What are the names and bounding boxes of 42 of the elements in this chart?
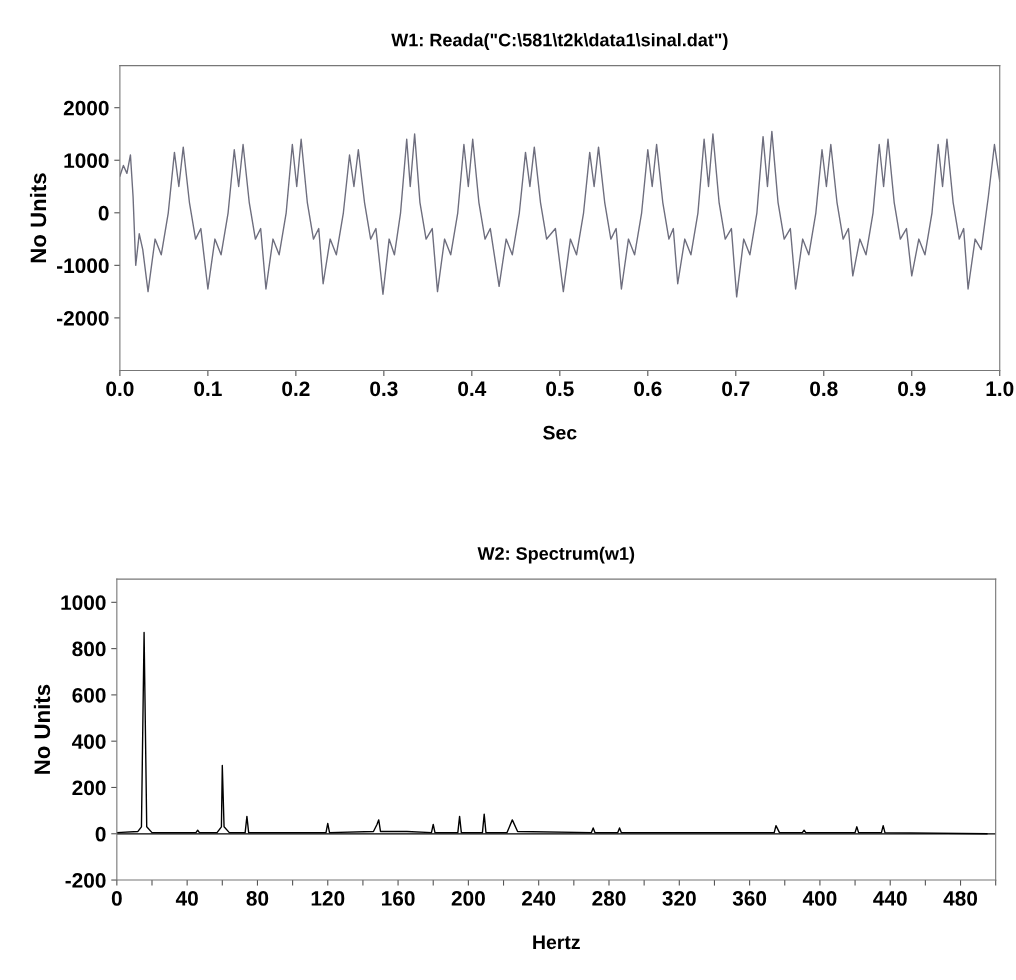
- x-tick-label: 0.7: [722, 381, 750, 397]
- x-tick-label: 200: [451, 891, 485, 906]
- x-tick-label: 360: [732, 891, 767, 906]
- x-tick-label: 0.6: [634, 381, 662, 397]
- x-tick-label: 80: [246, 891, 269, 906]
- x-tick-label: 0.5: [546, 381, 574, 397]
- x-tick-label: 0.9: [898, 381, 926, 397]
- x-tick-label: 400: [802, 891, 837, 906]
- y-tick-label: 600: [72, 687, 106, 703]
- y-tick-label: 1000: [64, 153, 109, 168]
- x-tick-label: 0: [111, 891, 122, 906]
- x-tick-label: 120: [311, 891, 345, 906]
- y-tick-label: 400: [71, 734, 106, 749]
- x-tick-label: 320: [662, 891, 696, 906]
- x-tick-label: 0.3: [370, 381, 398, 397]
- x-tick-label: 0.4: [458, 381, 487, 397]
- x-tick-label: 0.2: [282, 381, 310, 397]
- chart-title: W2: Spectrum(w1): [477, 546, 635, 564]
- y-tick-label: 200: [72, 780, 106, 796]
- x-tick-label: 0.0: [106, 381, 134, 397]
- x-tick-label: 0.1: [194, 381, 222, 397]
- y-tick-label: 1000: [61, 595, 106, 611]
- x-axis-title: Hertz: [533, 935, 580, 950]
- x-tick-label: 160: [382, 891, 415, 906]
- y-tick-label: 800: [72, 641, 106, 657]
- x-tick-label: 0.8: [810, 381, 838, 397]
- chart-title: W1: Reada("C:\581\t2k\data1\sinal.dat"): [391, 33, 728, 50]
- y-tick-label: 0: [95, 826, 106, 842]
- y-tick-label: -2000: [57, 310, 109, 326]
- x-tick-label: 1.0: [986, 381, 1014, 397]
- y-axis-title: No Units: [29, 173, 47, 263]
- x-tick-label: 40: [175, 891, 198, 906]
- y-axis-title: No Units: [33, 684, 51, 774]
- x-tick-label: 240: [522, 891, 556, 906]
- x-axis-title: Sec: [543, 425, 577, 440]
- y-tick-label: 0: [98, 205, 109, 221]
- y-tick-label: -1000: [57, 258, 109, 274]
- x-tick-label: 280: [592, 891, 626, 906]
- y-tick-label: -200: [65, 873, 106, 888]
- y-tick-label: 2000: [63, 100, 109, 116]
- x-tick-label: 480: [943, 891, 978, 906]
- x-tick-label: 440: [873, 891, 907, 906]
